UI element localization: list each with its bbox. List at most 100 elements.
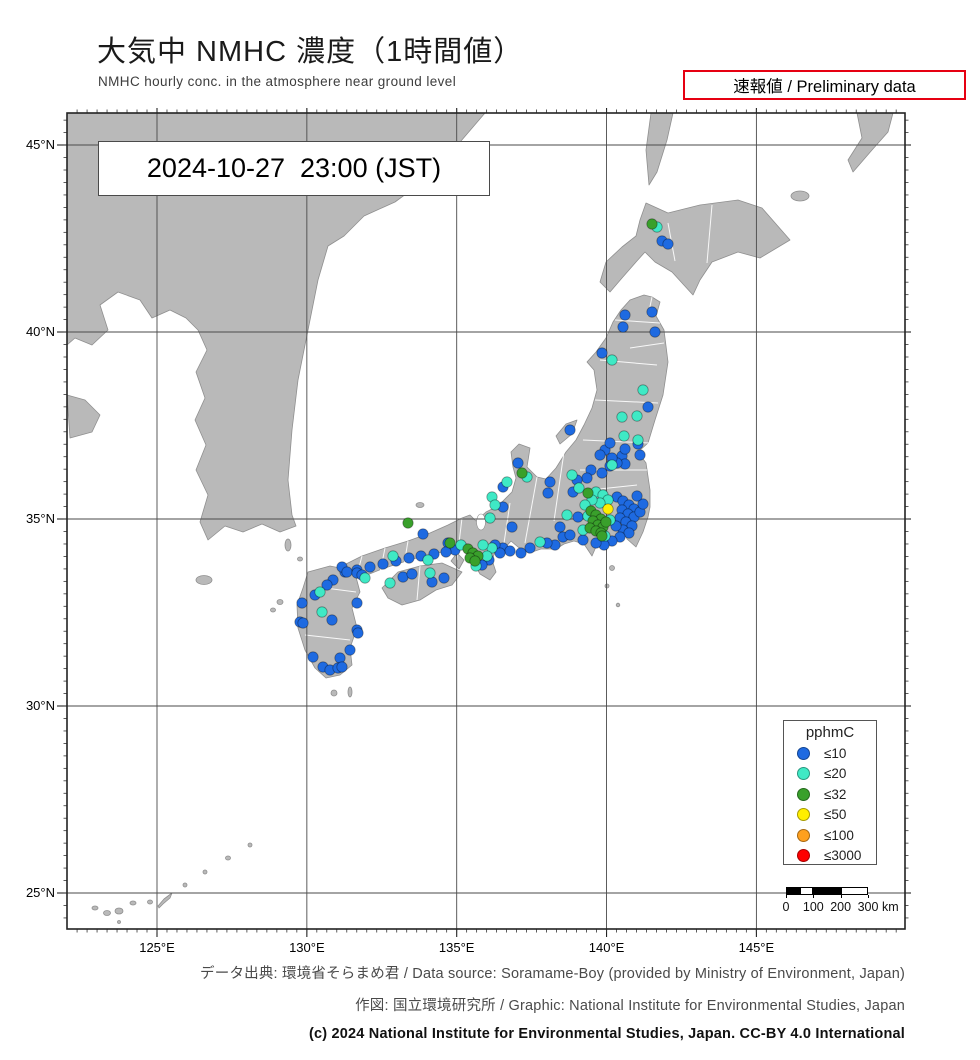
- amami-islet: [202, 869, 208, 875]
- amami-islet: [182, 882, 188, 888]
- legend-entries: ≤10 ≤20 ≤32 ≤50 ≤100 ≤3000: [784, 743, 876, 866]
- station-dot: [596, 467, 608, 479]
- station-dot: [334, 652, 346, 664]
- page-title: 大気中 NMHC 濃度（1時間値）: [97, 36, 524, 68]
- station-dot: [512, 457, 524, 469]
- legend-color-dot: [797, 767, 810, 781]
- map-canvas: [57, 108, 911, 937]
- station-dot: [564, 529, 576, 541]
- station-dot: [316, 606, 328, 618]
- lat-axis-label: 40°N: [25, 324, 55, 339]
- footer: データ出典: 環境省そらまめ君 / Data source: Soramame-…: [200, 962, 905, 1042]
- station-dot: [384, 577, 396, 589]
- station-dot: [515, 547, 527, 559]
- legend-color-dot: [797, 787, 810, 801]
- station-dot: [403, 552, 415, 564]
- lake-biwa: [476, 513, 486, 531]
- scale-bar-label: 200: [830, 900, 852, 914]
- station-dot: [352, 627, 364, 639]
- legend-entry-label: ≤100: [824, 827, 854, 843]
- japan-map: 2024-10-27 23:00 (JST) pphmC ≤10 ≤20 ≤32 ≤5…: [26, 108, 911, 955]
- scale-bar-segment: [786, 887, 800, 895]
- scale-bar-unit: km: [882, 900, 899, 914]
- station-dot: [582, 487, 594, 499]
- station-dot: [516, 467, 528, 479]
- kuril-island: [847, 112, 894, 173]
- station-dot: [359, 572, 371, 584]
- legend: pphmC ≤10 ≤20 ≤32 ≤50 ≤100 ≤3000: [783, 720, 877, 865]
- station-dot: [314, 586, 326, 598]
- copyright-line: (c) 2024 National Institute for Environm…: [308, 1026, 905, 1042]
- lat-axis-label: 30°N: [25, 698, 55, 713]
- goto-islands: [270, 607, 276, 613]
- station-dot: [296, 597, 308, 609]
- station-dots: [294, 218, 674, 676]
- station-dot: [402, 517, 414, 529]
- izu-island: [609, 565, 615, 571]
- lat-axis-label: 25°N: [25, 885, 55, 900]
- station-dot: [406, 568, 418, 580]
- legend-entry: ≤10: [784, 743, 876, 764]
- legend-entry: ≤100: [784, 825, 876, 846]
- map-frame: [66, 112, 906, 930]
- station-dot: [351, 597, 363, 609]
- lon-axis-label: 140°E: [588, 940, 625, 955]
- station-dot: [297, 617, 309, 629]
- station-dot: [634, 449, 646, 461]
- scale-bar-tick: [786, 895, 787, 898]
- station-dot: [321, 579, 333, 591]
- station-dot: [600, 516, 612, 528]
- station-dot: [489, 499, 501, 511]
- scale-bar-tick: [840, 895, 842, 898]
- amami-islet: [247, 842, 253, 848]
- legend-entry-label: ≤50: [824, 807, 847, 823]
- station-dot: [596, 347, 608, 359]
- lon-axis-label: 135°E: [438, 940, 475, 955]
- station-dot: [438, 572, 450, 584]
- station-dot: [377, 558, 389, 570]
- station-dot: [617, 321, 629, 333]
- lat-axis-label: 45°N: [25, 137, 55, 152]
- station-dot: [424, 567, 436, 579]
- station-dot: [646, 218, 658, 230]
- station-dot: [623, 527, 635, 539]
- kuril-islet: [790, 190, 810, 202]
- station-dot: [344, 644, 356, 656]
- legend-entry: ≤50: [784, 805, 876, 826]
- station-dot: [501, 476, 513, 488]
- shandong-peninsula: [66, 394, 101, 439]
- legend-color-dot: [797, 828, 810, 842]
- station-dot: [534, 536, 546, 548]
- station-dot: [564, 424, 576, 436]
- izu-island: [615, 602, 621, 608]
- okinawa-islet: [114, 907, 124, 915]
- station-dot: [573, 482, 585, 494]
- legend-entry: ≤3000: [784, 846, 876, 867]
- station-dot: [524, 542, 536, 554]
- station-dot: [364, 561, 376, 573]
- legend-entry-label: ≤32: [824, 786, 847, 802]
- scale-bar-label: 0: [782, 900, 790, 914]
- station-dot: [422, 554, 434, 566]
- station-dot: [649, 326, 661, 338]
- preliminary-data-badge: 速報値 / Preliminary data: [683, 70, 966, 100]
- station-dot: [477, 539, 489, 551]
- station-dot: [506, 521, 518, 533]
- station-dot: [646, 306, 658, 318]
- okinawa-islet: [91, 905, 99, 911]
- station-dot: [336, 661, 348, 673]
- station-dot: [307, 651, 319, 663]
- station-dot: [426, 576, 438, 588]
- station-dot: [484, 512, 496, 524]
- lon-axis-label: 130°E: [289, 940, 325, 955]
- station-dot: [642, 401, 654, 413]
- station-dot: [554, 521, 566, 533]
- data-source-credit: データ出典: 環境省そらまめ君 / Data source: Soramame-…: [200, 966, 905, 982]
- graphic-credit: 作図: 国立環境研究所 / Graphic: National Institut…: [355, 998, 905, 1014]
- page-subtitle: NMHC hourly conc. in the atmosphere near…: [98, 74, 457, 89]
- scale-bar-tick: [868, 895, 869, 898]
- station-dot: [566, 469, 578, 481]
- scale-bar-segment: [840, 887, 868, 895]
- scale-bar-segment: [799, 887, 814, 895]
- scale-bar: km 0 100 200 300: [783, 887, 899, 914]
